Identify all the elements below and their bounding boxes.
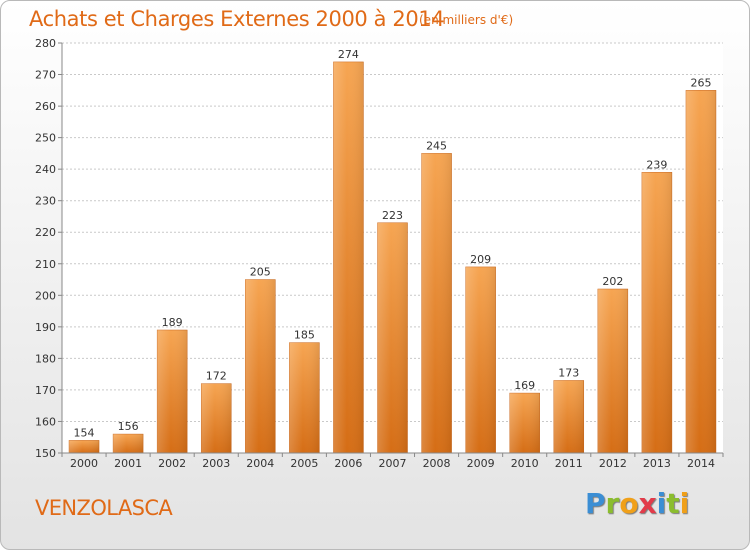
data-label: 189: [162, 316, 183, 329]
y-tick-label: 220: [35, 226, 56, 239]
bar-shine: [421, 153, 452, 453]
x-tick-label: 2003: [202, 457, 230, 470]
bar-shine: [69, 440, 100, 453]
chart-title: Achats et Charges Externes 2000 à 2014: [29, 7, 445, 31]
bar-shine: [289, 342, 320, 453]
x-tick-label: 2010: [511, 457, 539, 470]
data-label: 202: [602, 275, 623, 288]
x-tick-label: 2000: [70, 457, 98, 470]
y-tick-label: 250: [35, 132, 56, 145]
y-tick-label: 280: [35, 37, 56, 50]
bar-shine: [465, 266, 496, 453]
bar-shine: [641, 172, 672, 454]
data-label: 172: [206, 370, 227, 383]
data-label: 156: [118, 420, 139, 433]
logo-letter: i: [656, 487, 667, 520]
x-tick-label: 2004: [246, 457, 274, 470]
logo-letter: r: [605, 487, 620, 520]
bar-shine: [201, 383, 232, 453]
data-label: 223: [382, 209, 403, 222]
data-label: 209: [470, 253, 491, 266]
x-tick-label: 2002: [158, 457, 186, 470]
x-tick-label: 2014: [687, 457, 715, 470]
data-label: 239: [646, 158, 667, 171]
x-tick-label: 2011: [555, 457, 583, 470]
logo-letter: i: [679, 487, 690, 520]
y-tick-label: 200: [35, 289, 56, 302]
x-tick-label: 2012: [599, 457, 627, 470]
x-tick-label: 2001: [114, 457, 142, 470]
x-tick-label: 2009: [467, 457, 495, 470]
proxiti-logo: Proxiti: [585, 487, 689, 520]
logo-letter: o: [619, 487, 639, 520]
y-tick-label: 170: [35, 384, 56, 397]
bar-shine: [553, 380, 584, 453]
bar-shine: [597, 289, 628, 453]
data-label: 274: [338, 48, 359, 61]
x-tick-label: 2008: [423, 457, 451, 470]
x-tick-label: 2013: [643, 457, 671, 470]
logo-letter: P: [585, 487, 606, 520]
bar-shine: [333, 61, 364, 454]
location-label: VENZOLASCA: [35, 496, 173, 520]
y-tick-label: 160: [35, 415, 56, 428]
chart-subtitle: (en milliers d'€): [419, 13, 514, 27]
data-label: 205: [250, 266, 271, 279]
data-label: 154: [74, 426, 95, 439]
bar-shine: [685, 90, 716, 454]
y-tick-label: 240: [35, 163, 56, 176]
y-tick-label: 180: [35, 352, 56, 365]
x-tick-label: 2007: [379, 457, 407, 470]
data-label: 173: [558, 366, 579, 379]
x-tick-label: 2006: [334, 457, 362, 470]
bar-shine: [377, 222, 408, 453]
data-label: 185: [294, 329, 315, 342]
y-tick-label: 230: [35, 195, 56, 208]
data-label: 265: [690, 76, 711, 89]
logo-letter: t: [666, 487, 680, 520]
bar-shine: [509, 393, 540, 453]
y-tick-label: 150: [35, 447, 56, 460]
y-tick-label: 270: [35, 69, 56, 82]
y-tick-label: 190: [35, 321, 56, 334]
bar-shine: [245, 279, 276, 453]
y-tick-label: 260: [35, 100, 56, 113]
x-tick-label: 2005: [290, 457, 318, 470]
data-label: 245: [426, 139, 447, 152]
bar-shine: [113, 434, 144, 453]
bar-shine: [157, 330, 188, 453]
logo-letter: x: [638, 487, 657, 520]
data-label: 169: [514, 379, 535, 392]
y-tick-label: 210: [35, 258, 56, 271]
